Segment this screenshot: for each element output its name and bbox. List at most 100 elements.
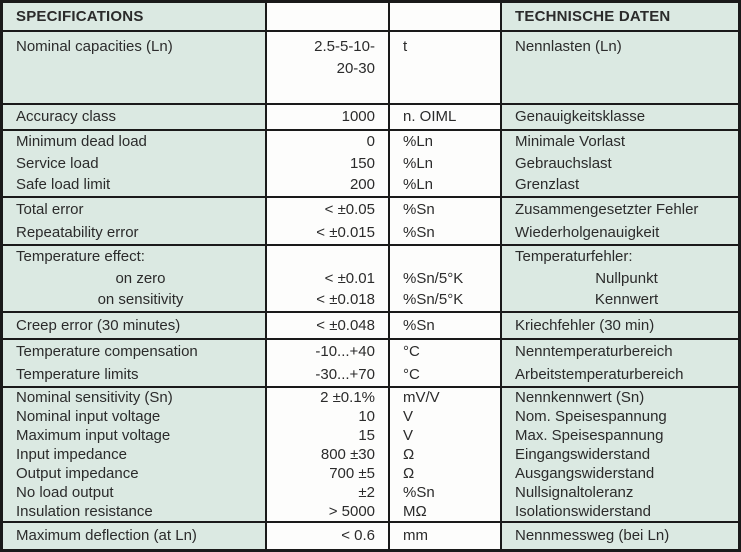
spec-label-de-cell: Zusammengesetzter Fehler Wiederholgenauig… <box>502 198 738 244</box>
spec-label-de-cell: Minimale Vorlast Gebrauchslast Grenzlast <box>502 131 738 196</box>
spec-unit <box>403 246 500 268</box>
spec-label-de-cell: Nenntemperaturbereich Arbeitstemperaturbe… <box>502 340 738 386</box>
spec-unit: mV/V <box>403 389 440 406</box>
spec-label-de: Nom. Speisespannung <box>515 408 667 425</box>
table-row: Temperature effect: on zero on sensitivity… <box>3 246 738 311</box>
spec-unit: %Ln <box>403 133 434 150</box>
spec-label-de-cell: Nennmessweg (bei Ln) <box>502 523 738 549</box>
spec-label-en: Total error <box>16 201 84 218</box>
spec-value: < ±0.015 <box>316 224 375 241</box>
spec-label-en: Nominal input voltage <box>16 408 161 425</box>
spec-label-en: Repeatability error <box>16 224 139 241</box>
spec-label-en-cell: Accuracy class <box>3 105 265 129</box>
spec-unit: %Sn/5°K <box>403 269 464 287</box>
spec-label-en: Temperature compensation <box>16 343 198 360</box>
spec-label-en: Nominal capacities (Ln) <box>16 38 173 55</box>
table-row: Creep error (30 minutes) < ±0.048 %Sn Kriec… <box>3 313 738 338</box>
spec-label-en: on sensitivity <box>97 291 184 309</box>
table-row: Maximum deflection (at Ln) < 0.6 mm Nennmes… <box>3 523 738 549</box>
spec-value: 700 ±5 <box>329 465 375 482</box>
spec-label-de: Max. Speisespannung <box>515 427 664 444</box>
spec-value-cell: 0 150 200 <box>267 131 388 196</box>
spec-label-de: Nenntemperaturbereich <box>515 343 673 360</box>
spec-unit-cell: mV/V V V Ω Ω %Sn MΩ <box>390 388 500 521</box>
spec-label-en: Temperature limits <box>16 366 139 383</box>
spec-unit: %Ln <box>403 154 434 172</box>
header-units-empty <box>390 3 500 30</box>
spec-unit: %Sn <box>403 201 435 218</box>
spec-label-de: Grenzlast <box>515 176 580 194</box>
header-technische-daten: TECHNISCHE DATEN <box>502 3 738 30</box>
spec-value: < ±0.01 <box>324 269 375 287</box>
spec-unit-cell: °C °C <box>390 340 500 386</box>
spec-label-en-cell: Total error Repeatability error <box>3 198 265 244</box>
spec-label-de: Isolationswiderstand <box>515 503 651 520</box>
spec-value-cell: < ±0.01 < ±0.018 <box>267 246 388 311</box>
spec-value <box>267 246 375 268</box>
table-row: Nominal capacities (Ln) 2.5-5-10- 20-30 t Ne… <box>3 32 738 103</box>
spec-unit: MΩ <box>403 503 427 520</box>
spec-unit: °C <box>403 366 420 383</box>
spec-value: -10...+40 <box>315 343 375 360</box>
spec-value: < ±0.048 <box>316 317 375 334</box>
spec-label-en: Nominal sensitivity (Sn) <box>16 389 173 406</box>
spec-unit: %Sn <box>403 484 435 501</box>
spec-label-de-cell: Kriechfehler (30 min) <box>502 313 738 338</box>
spec-label-en-cell: Minimum dead load Service load Safe load l… <box>3 131 265 196</box>
spec-unit-cell: %Sn %Sn <box>390 198 500 244</box>
spec-label-en-cell: Nominal sensitivity (Sn) Nominal input vo… <box>3 388 265 521</box>
spec-unit: %Sn/5°K <box>403 291 464 309</box>
spec-value: 15 <box>358 427 375 444</box>
spec-value: 20-30 <box>336 60 375 77</box>
table-row: Nominal sensitivity (Sn) Nominal input vo… <box>3 388 738 521</box>
spec-label-de: Nennkennwert (Sn) <box>515 389 645 406</box>
spec-unit: n. OIML <box>403 108 457 125</box>
spec-label-de <box>515 58 738 80</box>
spec-label-en: Minimum dead load <box>16 133 147 150</box>
spec-unit: t <box>403 38 408 55</box>
spec-rows: Nominal capacities (Ln) 2.5-5-10- 20-30 t Ne… <box>3 32 738 549</box>
spec-unit-cell: %Ln %Ln %Ln <box>390 131 500 196</box>
spec-value: 10 <box>358 408 375 425</box>
spec-label-en: Temperature effect: <box>16 248 145 265</box>
table-row: Temperature compensation Temperature limi… <box>3 340 738 386</box>
spec-unit: V <box>403 427 414 444</box>
spec-unit <box>403 58 500 80</box>
spec-label-de: Arbeitstemperaturbereich <box>515 366 684 383</box>
spec-label-de-cell: Genauigkeitsklasse <box>502 105 738 129</box>
spec-label-en <box>16 58 265 80</box>
spec-label-de: Kriechfehler (30 min) <box>515 317 655 334</box>
spec-label-en-cell: Maximum deflection (at Ln) <box>3 523 265 549</box>
spec-unit-cell: %Sn <box>390 313 500 338</box>
table-row: Minimum dead load Service load Safe load l… <box>3 131 738 196</box>
spec-label-de: Nullpunkt <box>595 269 658 287</box>
spec-label-en-cell: Nominal capacities (Ln) <box>3 32 265 103</box>
spec-label-en: No load output <box>16 484 114 501</box>
spec-label-en: Creep error (30 minutes) <box>16 317 181 334</box>
spec-label-de-cell: Nennlasten (Ln) <box>502 32 738 103</box>
spec-label-de: Wiederholgenauigkeit <box>515 224 660 241</box>
spec-unit: %Sn <box>403 224 435 241</box>
spec-label-en-cell: Creep error (30 minutes) <box>3 313 265 338</box>
spec-label-en: Maximum input voltage <box>16 427 171 444</box>
spec-label-de: Minimale Vorlast <box>515 133 626 150</box>
spec-unit-cell: n. OIML <box>390 105 500 129</box>
spec-unit: Ω <box>403 446 415 463</box>
header-values-empty <box>267 3 388 30</box>
header-specifications: SPECIFICATIONS <box>3 3 265 30</box>
spec-value: 2.5-5-10- <box>314 38 375 55</box>
table-row: Accuracy class 1000 n. OIML Genauigkeitskla… <box>3 105 738 129</box>
spec-unit: V <box>403 408 414 425</box>
spec-label-de: Zusammengesetzter Fehler <box>515 201 699 218</box>
spec-value-cell: < ±0.05 < ±0.015 <box>267 198 388 244</box>
spec-value-cell: < ±0.048 <box>267 313 388 338</box>
spec-value: < ±0.018 <box>316 291 375 309</box>
spec-label-en: Accuracy class <box>16 108 117 125</box>
spec-value: 150 <box>349 154 375 172</box>
table-row: Total error Repeatability error < ±0.05 < ±… <box>3 198 738 244</box>
spec-value-cell: 1000 <box>267 105 388 129</box>
spec-label-en: Service load <box>16 154 99 172</box>
spec-label-de: Nennmessweg (bei Ln) <box>515 527 670 544</box>
